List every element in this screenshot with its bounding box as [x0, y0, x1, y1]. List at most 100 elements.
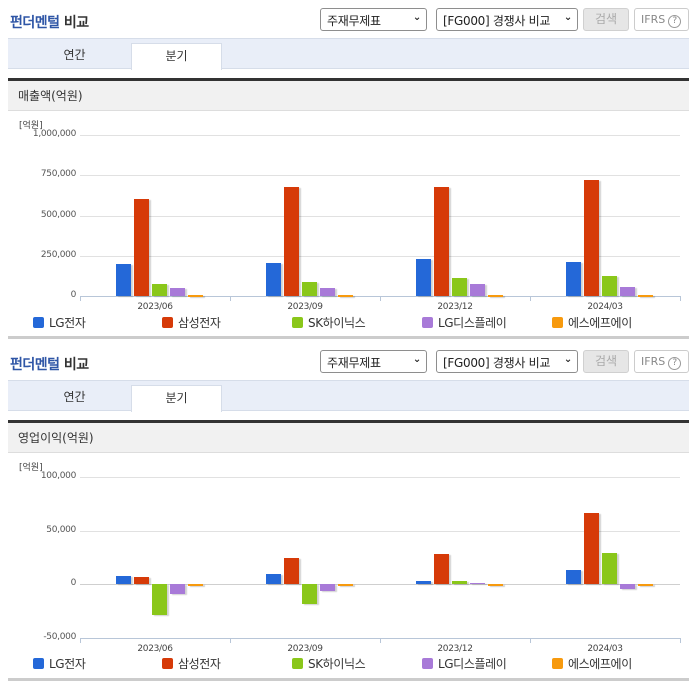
bar[interactable]	[470, 582, 485, 585]
legend-item[interactable]: LG전자	[33, 655, 86, 672]
gridline	[80, 175, 680, 176]
legend-swatch-icon	[33, 658, 44, 669]
bar[interactable]	[434, 554, 449, 585]
bar[interactable]	[152, 284, 167, 296]
statement-type-select[interactable]: 주재무제표 ⌄	[320, 8, 427, 31]
bar[interactable]	[638, 295, 653, 297]
ifrs-button[interactable]: IFRS?	[634, 8, 689, 31]
panel-header: 펀더멘털 비교 주재무제표 ⌄ [FG000] 경쟁사 비교 ⌄ 검색 IFRS?	[0, 342, 696, 380]
bar[interactable]	[488, 295, 503, 297]
x-tick-label: 2024/03	[587, 302, 623, 312]
bar[interactable]	[452, 277, 467, 296]
legend-label: LG전자	[49, 657, 86, 671]
bar[interactable]	[620, 287, 635, 296]
y-tick-label: 100,000	[40, 471, 76, 481]
x-tick-label: 2023/09	[287, 302, 323, 312]
bar[interactable]	[302, 584, 317, 604]
bar[interactable]	[488, 584, 503, 586]
legend-item[interactable]: SK하이닉스	[292, 314, 366, 331]
tab-quarterly[interactable]: 분기	[131, 385, 222, 412]
bar[interactable]	[416, 258, 431, 296]
x-tick-label: 2024/03	[587, 644, 623, 654]
bar[interactable]	[152, 584, 167, 616]
legend-item[interactable]: LG디스플레이	[422, 655, 507, 672]
legend-item[interactable]: 에스에프에이	[552, 655, 632, 672]
x-tick	[230, 296, 231, 301]
bar[interactable]	[416, 581, 431, 585]
search-button[interactable]: 검색	[583, 350, 629, 373]
panel-header: 펀더멘털 비교 주재무제표 ⌄ [FG000] 경쟁사 비교 ⌄ 검색 IFRS?	[0, 0, 696, 38]
chevron-down-icon: ⌄	[563, 12, 572, 23]
bar[interactable]	[302, 281, 317, 296]
bar[interactable]	[434, 187, 449, 296]
section-divider	[8, 336, 689, 339]
bar[interactable]	[584, 513, 599, 585]
bar[interactable]	[266, 263, 281, 296]
bar[interactable]	[116, 576, 131, 585]
y-tick-label: 50,000	[46, 524, 76, 535]
bar[interactable]	[170, 584, 185, 594]
bar[interactable]	[266, 573, 281, 585]
bar[interactable]	[602, 553, 617, 585]
x-tick	[80, 638, 81, 643]
bar[interactable]	[566, 570, 581, 585]
legend-swatch-icon	[422, 317, 433, 328]
bar[interactable]	[638, 584, 653, 586]
legend-label: SK하이닉스	[308, 657, 366, 671]
panel-title: 펀더멘털 비교	[10, 15, 89, 31]
x-tick-label: 2023/12	[437, 302, 473, 312]
bar[interactable]	[134, 577, 149, 585]
bar[interactable]	[338, 584, 353, 586]
legend-label: 에스에프에이	[568, 316, 632, 330]
bar[interactable]	[188, 295, 203, 297]
bar[interactable]	[284, 187, 299, 296]
bar[interactable]	[620, 584, 635, 590]
bar[interactable]	[470, 284, 485, 296]
tab-quarterly[interactable]: 분기	[131, 43, 222, 70]
chevron-down-icon: ⌄	[563, 354, 572, 365]
fundamental-compare-panel-operating-profit: 펀더멘털 비교 주재무제표 ⌄ [FG000] 경쟁사 비교 ⌄ 검색 IFRS? …	[0, 342, 696, 684]
ifrs-button[interactable]: IFRS?	[634, 350, 689, 373]
legend-swatch-icon	[552, 317, 563, 328]
y-axis-unit-label: [억원]	[19, 463, 43, 473]
search-button[interactable]: 검색	[583, 8, 629, 31]
bar[interactable]	[338, 295, 353, 297]
legend-item[interactable]: 삼성전자	[162, 655, 221, 672]
x-tick-label: 2023/06	[137, 302, 173, 312]
y-tick-label: 250,000	[40, 249, 76, 260]
legend-label: LG전자	[49, 316, 86, 330]
help-icon: ?	[668, 15, 682, 28]
period-tabs: 연간 분기	[8, 38, 689, 70]
legend-item[interactable]: LG전자	[33, 314, 86, 331]
gridline	[80, 135, 680, 136]
y-tick-label: -50,000	[43, 632, 76, 642]
bar[interactable]	[602, 276, 617, 296]
compare-group-select[interactable]: [FG000] 경쟁사 비교 ⌄	[436, 350, 578, 373]
bar[interactable]	[134, 199, 149, 296]
tab-annual[interactable]: 연간	[63, 390, 86, 404]
bar[interactable]	[170, 288, 185, 296]
panel-title: 펀더멘털 비교	[10, 357, 89, 373]
bar[interactable]	[452, 580, 467, 585]
bar[interactable]	[116, 264, 131, 296]
y-tick-label: 0	[70, 578, 77, 589]
x-tick	[380, 638, 381, 643]
compare-group-select[interactable]: [FG000] 경쟁사 비교 ⌄	[436, 8, 578, 31]
bar[interactable]	[320, 288, 335, 296]
bar[interactable]	[566, 262, 581, 296]
bar[interactable]	[584, 180, 599, 296]
bar[interactable]	[320, 584, 335, 592]
x-tick-label: 2023/06	[137, 644, 173, 654]
legend-label: 삼성전자	[178, 316, 221, 330]
bar[interactable]	[284, 558, 299, 585]
y-axis-unit-label: [억원]	[19, 121, 43, 131]
bar[interactable]	[188, 584, 203, 586]
legend-item[interactable]: 삼성전자	[162, 314, 221, 331]
fundamental-compare-panel-revenue: 펀더멘털 비교 주재무제표 ⌄ [FG000] 경쟁사 비교 ⌄ 검색 IFRS? …	[0, 0, 696, 340]
legend-item[interactable]: LG디스플레이	[422, 314, 507, 331]
gridline	[80, 216, 680, 217]
statement-type-select[interactable]: 주재무제표 ⌄	[320, 350, 427, 373]
tab-annual[interactable]: 연간	[63, 48, 86, 62]
legend-item[interactable]: SK하이닉스	[292, 655, 366, 672]
legend-item[interactable]: 에스에프에이	[552, 314, 632, 331]
